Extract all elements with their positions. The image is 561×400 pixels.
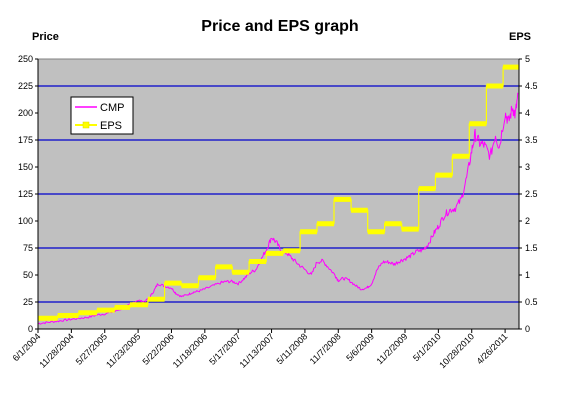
x-tick-label: 10/28/2010 [437, 331, 476, 370]
x-tick-label: 6/1/2004 [11, 331, 43, 363]
y-left-tick-label: 175 [18, 135, 33, 145]
y-left-tick-label: 50 [23, 270, 33, 280]
y-right-tick-label: 1.5 [525, 243, 538, 253]
y-left-tick-label: 125 [18, 189, 33, 199]
x-tick-label: 11/18/2006 [171, 331, 209, 369]
y-right-tick-label: 1 [525, 270, 530, 280]
y-right-tick-label: 3 [525, 162, 530, 172]
legend-eps-marker [82, 121, 90, 129]
legend-cmp-label: CMP [100, 102, 124, 114]
gridlines [38, 85, 519, 303]
legend: CMP EPS [70, 96, 134, 135]
cmp-series [37, 92, 519, 325]
y-left-tick-label: 0 [28, 324, 33, 334]
x-tick-label: 5/17/2007 [207, 331, 242, 366]
y-right-tick-label: 2.5 [525, 189, 538, 199]
x-tick-label: 11/13/2007 [238, 331, 276, 369]
y-left-tick-label: 250 [18, 54, 33, 64]
y-right-tick-label: 0 [525, 324, 530, 334]
chart-title: Price and EPS graph [201, 18, 358, 35]
x-tick-label: 4/26/2011 [475, 331, 510, 366]
y-left-tick-label: 100 [18, 216, 33, 226]
y-left-tick-label: 75 [23, 243, 33, 253]
y-left-tick-label: 200 [18, 108, 33, 118]
legend-eps-label: EPS [100, 120, 122, 132]
y-left-tick-label: 25 [23, 297, 33, 307]
x-tick-label: 5/11/2008 [274, 331, 309, 366]
legend-box [70, 96, 134, 135]
x-tick-label: 11/2/2009 [375, 331, 410, 366]
x-tick-label: 11/7/2008 [308, 331, 343, 366]
x-tick-label: 11/23/2005 [104, 331, 142, 369]
y-right-tick-label: 4 [525, 108, 530, 118]
eps-series [38, 64, 519, 321]
cmp-line [37, 92, 519, 325]
x-tick-label: 5/1/2010 [411, 331, 443, 363]
y-left-axis-title: Price [32, 31, 59, 43]
y-right-tick-label: 0.5 [525, 297, 538, 307]
y-left-tick-label: 225 [18, 81, 33, 91]
y-right-tick-label: 5 [525, 54, 530, 64]
y-right-axis-title: EPS [509, 31, 531, 43]
y-left-tick-label: 150 [18, 162, 33, 172]
y-right-tick-label: 4.5 [525, 81, 538, 91]
x-tick-label: 5/22/2006 [140, 331, 175, 366]
y-right-tick-label: 3.5 [525, 135, 538, 145]
x-tick-label: 11/28/2004 [37, 331, 75, 369]
y-right-tick-label: 2 [525, 216, 530, 226]
x-tick-label: 5/27/2005 [74, 331, 109, 366]
x-tick-label: 5/6/2009 [344, 331, 376, 363]
